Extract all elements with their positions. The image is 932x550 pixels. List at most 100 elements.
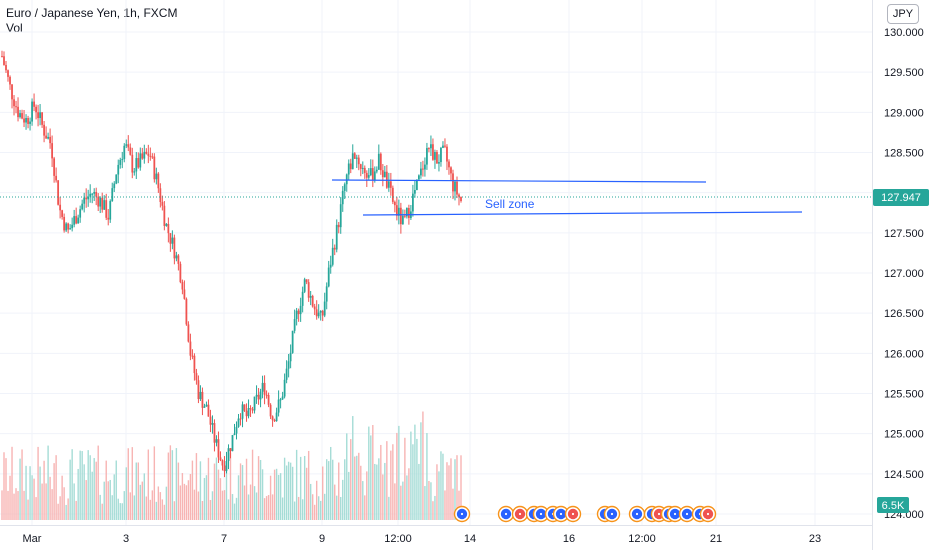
volume-bar — [195, 453, 198, 520]
candle-body — [113, 183, 116, 189]
volume-bar — [243, 485, 246, 520]
candle-body — [315, 309, 318, 317]
candle-body — [413, 190, 416, 194]
volume-bar — [223, 490, 226, 520]
sell-zone-label[interactable]: Sell zone — [485, 197, 535, 211]
candle-body — [81, 203, 84, 210]
candle-body — [405, 208, 408, 217]
currency-button[interactable]: JPY — [887, 4, 919, 24]
economic-event-icon[interactable] — [603, 505, 621, 523]
time-axis: Mar 3 7 9 12:00 14 16 12:00 21 23 — [23, 533, 822, 545]
candle-body — [391, 187, 394, 202]
candle-body — [265, 394, 268, 396]
volume-bar — [67, 498, 69, 520]
candle-body — [7, 70, 9, 77]
candle-body — [121, 158, 124, 160]
volume-bar — [239, 463, 242, 520]
volume-bar — [414, 424, 416, 520]
volume-bar — [382, 474, 384, 520]
candle-body — [221, 460, 224, 466]
candle-body — [263, 382, 266, 395]
candle-body — [333, 247, 336, 250]
volume-bar — [446, 462, 448, 520]
volume-bar — [27, 499, 29, 520]
economic-event-icon[interactable] — [453, 505, 471, 523]
volume-bar — [11, 446, 13, 520]
economic-event-icon[interactable] — [552, 505, 570, 523]
economic-event-icon[interactable] — [628, 505, 646, 523]
candle-body — [171, 237, 174, 244]
volume-bar — [45, 483, 47, 520]
volume-bar — [299, 456, 302, 520]
volume-bar — [3, 452, 5, 520]
candle-body — [39, 112, 41, 119]
candle-body — [159, 188, 162, 202]
candle-body — [27, 118, 29, 124]
volume-bar — [177, 462, 180, 520]
volume-bar — [133, 495, 135, 520]
candle-body — [426, 148, 428, 165]
volume-bar — [420, 422, 422, 520]
candle-body — [357, 157, 360, 165]
volume-bar — [283, 457, 286, 520]
x-tick-label: 12:00 — [628, 533, 656, 545]
volume-bar — [63, 487, 65, 520]
candle-body — [289, 352, 292, 362]
volume-bar — [317, 496, 320, 520]
economic-event-icon[interactable] — [666, 505, 684, 523]
volume-bar — [49, 476, 51, 520]
symbol-title[interactable]: Euro / Japanese Yen, 1h, FXCM — [6, 6, 178, 20]
volume-bar — [418, 463, 420, 520]
volume-bar — [87, 450, 89, 520]
candle-body — [454, 181, 456, 192]
x-tick-label: Mar — [23, 533, 42, 545]
candle-body — [169, 233, 172, 244]
volume-bar — [233, 503, 236, 520]
volume-bar — [398, 425, 400, 520]
economic-event-icon[interactable] — [511, 505, 529, 523]
economic-event-icon[interactable] — [497, 505, 515, 523]
candle-body — [153, 156, 156, 180]
volume-bar — [171, 450, 174, 520]
volume-bar — [29, 466, 31, 520]
candle-body — [187, 324, 190, 342]
candle-body — [313, 306, 316, 310]
volume-bar — [97, 445, 99, 520]
candle-body — [165, 223, 168, 226]
candle-body — [225, 461, 228, 472]
candle-body — [297, 310, 300, 315]
candle-body — [181, 282, 184, 290]
volume-bar — [303, 456, 306, 520]
candle-body — [99, 197, 102, 207]
candle-body — [277, 399, 280, 413]
volume-bar — [315, 480, 318, 520]
candle-body — [420, 168, 422, 176]
candle-body — [139, 153, 142, 168]
candle-body — [281, 396, 284, 400]
candle-body — [97, 196, 100, 207]
candle-body — [407, 208, 410, 218]
volume-bar — [95, 461, 97, 520]
drawings: Sell zone — [331, 179, 803, 216]
volume-bar — [426, 433, 428, 520]
volume-bar — [450, 458, 452, 520]
volume-bar — [245, 458, 248, 520]
volume-bar — [388, 496, 390, 520]
volume-bar — [217, 469, 220, 520]
candle-body — [418, 175, 420, 180]
volume-bar — [261, 469, 264, 520]
volume-bar — [424, 486, 426, 520]
volume-bar — [392, 444, 394, 520]
trendline-sell-zone[interactable] — [362, 211, 803, 216]
volume-bar — [235, 497, 238, 520]
economic-event-icon[interactable] — [564, 505, 582, 523]
candle-body — [353, 153, 356, 159]
candle-body — [395, 205, 398, 216]
volume-bar — [211, 491, 214, 520]
volume-bar — [376, 464, 378, 520]
trendline-upper[interactable] — [331, 179, 707, 183]
candle-body — [111, 188, 114, 202]
candle-body — [179, 263, 182, 283]
economic-event-icon[interactable] — [699, 505, 717, 523]
